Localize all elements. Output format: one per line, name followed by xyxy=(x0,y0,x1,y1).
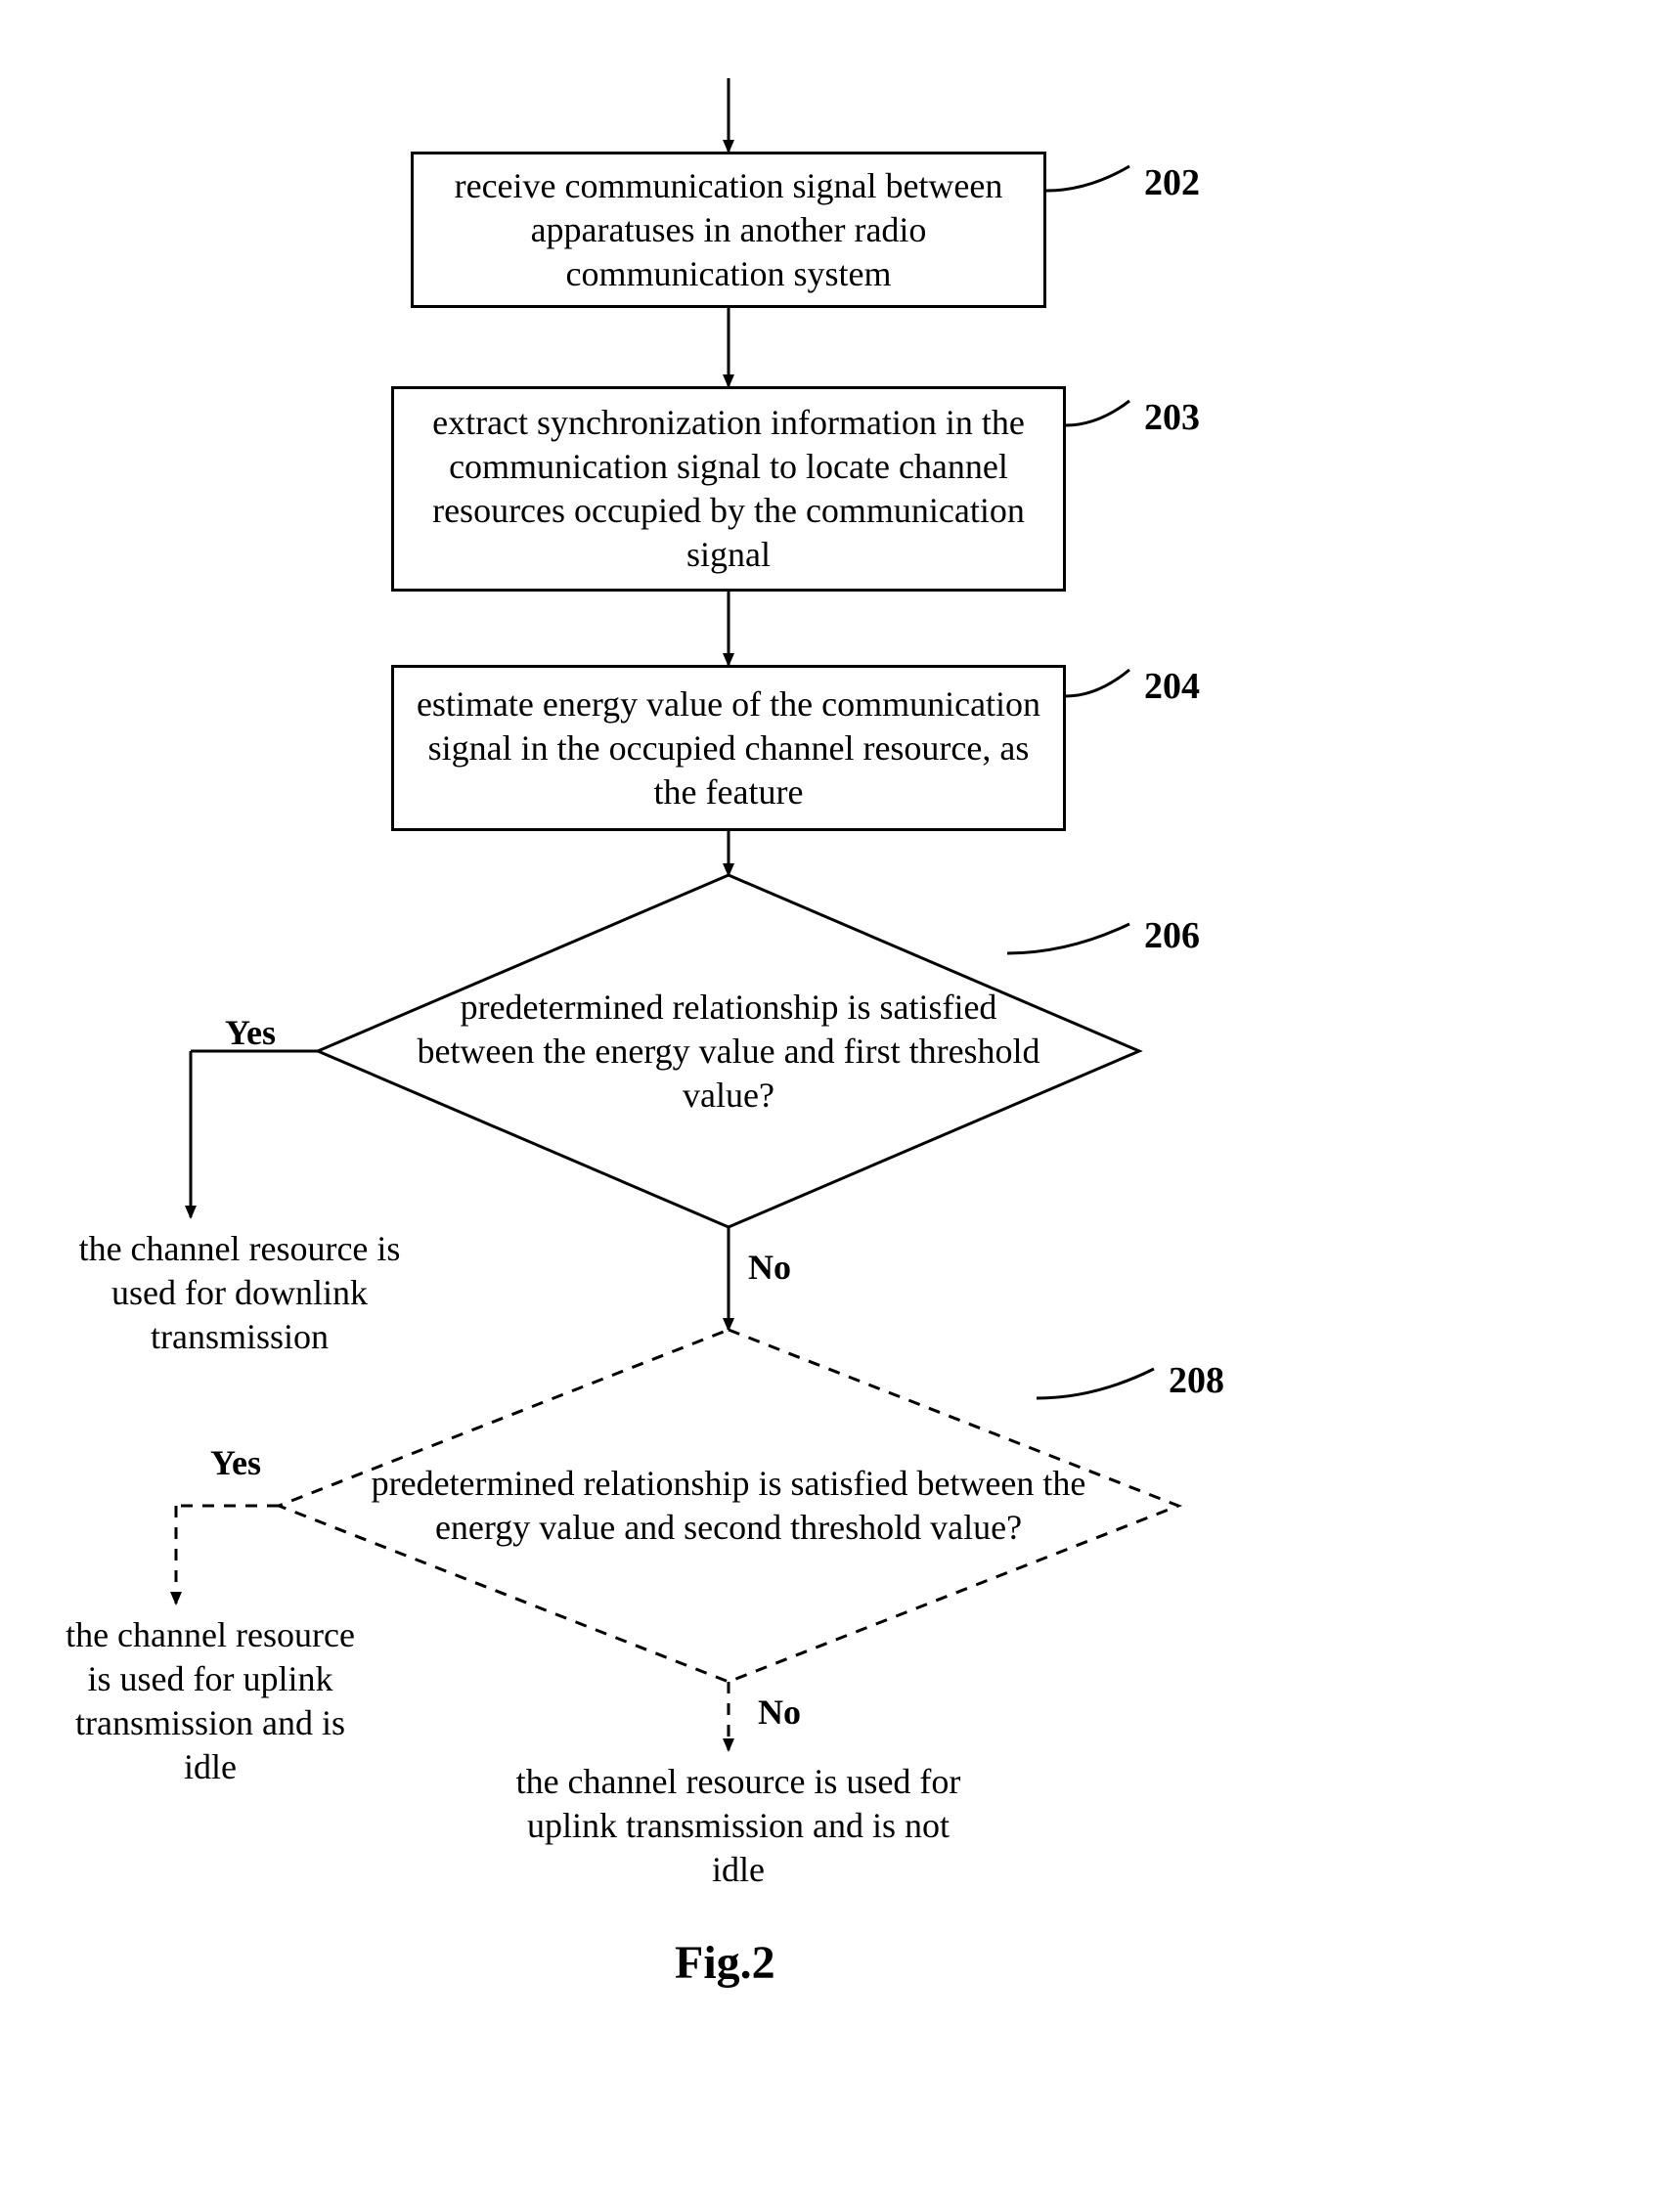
process-text: receive communication signal between app… xyxy=(433,164,1024,296)
outcome-downlink: the channel resource is used for downlin… xyxy=(68,1227,411,1359)
step-label-204: 204 xyxy=(1144,665,1200,708)
decision-first-threshold: predetermined relationship is satisfied … xyxy=(318,875,1139,1227)
figure-caption: Fig.2 xyxy=(675,1936,775,1990)
process-extract-sync: extract synchronization information in t… xyxy=(391,386,1066,592)
decision-second-threshold: predetermined relationship is satisfied … xyxy=(279,1330,1178,1682)
step-label-208: 208 xyxy=(1169,1359,1224,1402)
outcome-uplink-idle: the channel resource is used for uplink … xyxy=(54,1613,367,1789)
process-text: estimate energy value of the communicati… xyxy=(414,682,1043,814)
process-text: extract synchronization information in t… xyxy=(414,401,1043,577)
step-label-206: 206 xyxy=(1144,914,1200,957)
edge-label-yes-1: Yes xyxy=(225,1012,276,1053)
edge-label-no-2: No xyxy=(758,1692,801,1733)
outcome-uplink-not-idle: the channel resource is used for uplink … xyxy=(508,1760,968,1892)
decision-text: predetermined relationship is satisfied … xyxy=(318,986,1139,1118)
step-label-203: 203 xyxy=(1144,396,1200,439)
step-label-202: 202 xyxy=(1144,161,1200,204)
flowchart-canvas: receive communication signal between app… xyxy=(0,0,1680,2198)
edge-label-no-1: No xyxy=(748,1247,791,1288)
decision-text: predetermined relationship is satisfied … xyxy=(279,1462,1178,1550)
process-receive-signal: receive communication signal between app… xyxy=(411,152,1046,308)
process-estimate-energy: estimate energy value of the communicati… xyxy=(391,665,1066,831)
edge-label-yes-2: Yes xyxy=(210,1442,261,1483)
